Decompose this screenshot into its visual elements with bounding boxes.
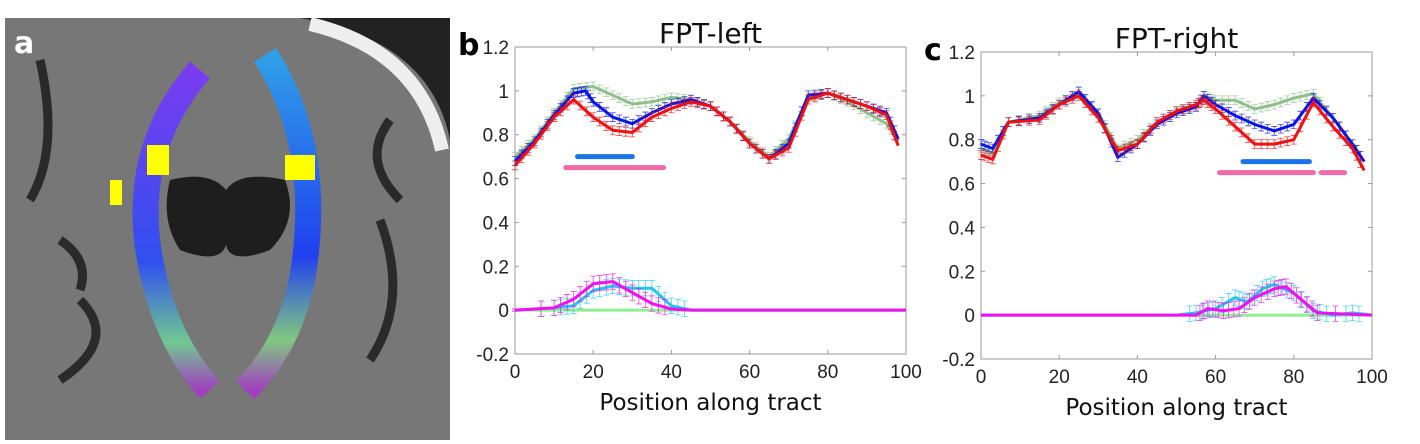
series-line-magenta	[514, 280, 906, 312]
ventricles	[166, 176, 290, 257]
left-tract	[132, 61, 220, 399]
y-tick-label: 1.2	[483, 38, 509, 59]
chart-title: FPT-right	[1115, 22, 1238, 55]
series-line-magenta	[981, 285, 1373, 317]
y-tick-label: 0.6	[483, 170, 509, 191]
y-tick-label: 0	[964, 306, 975, 327]
x-tick-label: 60	[739, 362, 760, 383]
skull-edge	[308, 17, 449, 152]
panel-letter-c: c	[924, 33, 942, 68]
y-tick-label: 0.6	[949, 175, 975, 196]
lesion-left	[147, 145, 169, 175]
lesion-left-small	[110, 180, 122, 205]
series-line-red	[980, 94, 1366, 172]
x-tick-label: 20	[1049, 367, 1070, 388]
x-tick-label: 20	[583, 362, 604, 383]
x-tick-label: 80	[1283, 367, 1304, 388]
y-tick-label: -0.2	[942, 350, 975, 371]
mri-outside-skull	[300, 18, 450, 140]
sulci	[26, 59, 404, 384]
error-bar-red	[978, 150, 984, 160]
y-tick-label: 0.2	[949, 262, 975, 283]
chart-title: FPT-left	[659, 17, 762, 50]
x-tick-label: 40	[1127, 367, 1148, 388]
y-tick-label: 0.2	[483, 257, 509, 278]
right-tract	[235, 47, 322, 400]
y-tick-label: 1	[498, 82, 509, 103]
plot-frame	[980, 51, 1373, 360]
x-axis-label: Position along tract	[1065, 395, 1287, 421]
y-tick-label: 0.8	[949, 131, 975, 152]
x-tick-label: 80	[817, 362, 838, 383]
y-tick-label: 0.4	[483, 213, 510, 234]
panel-letter-b: b	[458, 28, 479, 63]
y-tick-label: 0.8	[483, 126, 509, 147]
series-line-cyan	[981, 282, 1373, 317]
panel-letter-a: a	[14, 26, 35, 61]
y-tick-label: 1.2	[949, 43, 975, 64]
y-tick-label: 1	[964, 87, 975, 108]
x-tick-label: 0	[510, 362, 521, 383]
y-tick-label: 0	[498, 301, 509, 322]
chart-fpt-left: -0.200.20.40.60.811.20 20 40 60 80 100FPT-lef…	[458, 17, 922, 416]
series-line-blue	[980, 90, 1366, 163]
x-tick-label: 100	[1356, 367, 1388, 388]
x-tick-label: 40	[661, 362, 682, 383]
x-tick-label: 60	[1205, 367, 1226, 388]
x-tick-label: 0	[976, 367, 987, 388]
lesion-right	[285, 155, 315, 180]
y-tick-label: -0.2	[476, 345, 509, 366]
x-axis-label: Position along tract	[599, 390, 821, 416]
chart-fpt-right: -0.200.20.40.60.811.20 20 40 60 80 100FPT-rig…	[924, 22, 1388, 421]
x-tick-label: 100	[890, 362, 922, 383]
plot-frame	[514, 46, 907, 355]
series-line-red	[513, 91, 900, 167]
y-tick-label: 0.4	[949, 218, 976, 239]
